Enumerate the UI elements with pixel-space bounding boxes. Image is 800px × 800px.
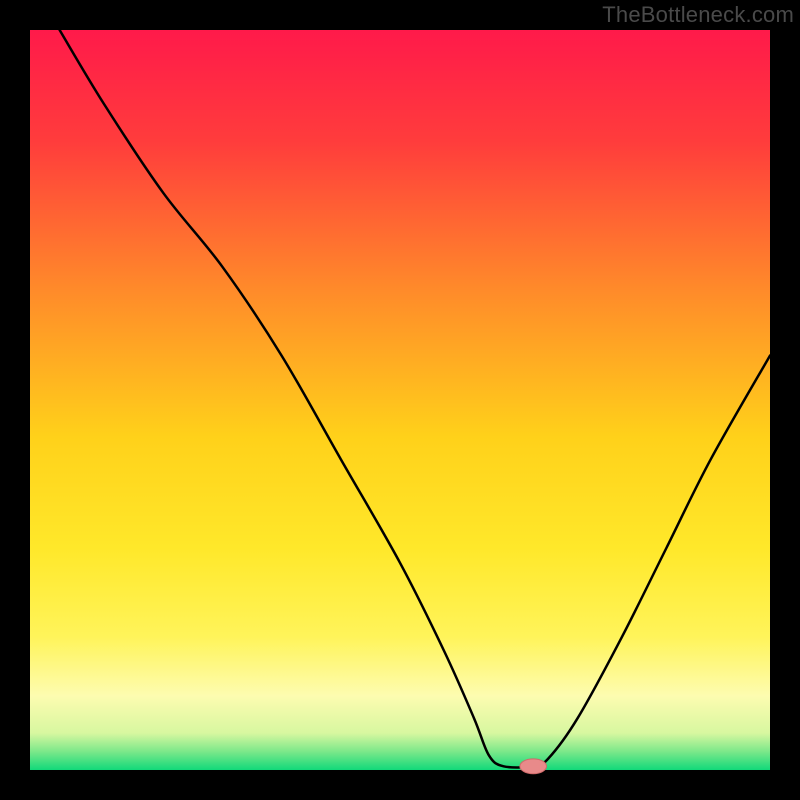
chart-container: TheBottleneck.com [0, 0, 800, 800]
watermark-label: TheBottleneck.com [602, 2, 794, 28]
bottleneck-chart [0, 0, 800, 800]
plot-area [30, 30, 770, 770]
optimal-marker [520, 759, 547, 774]
